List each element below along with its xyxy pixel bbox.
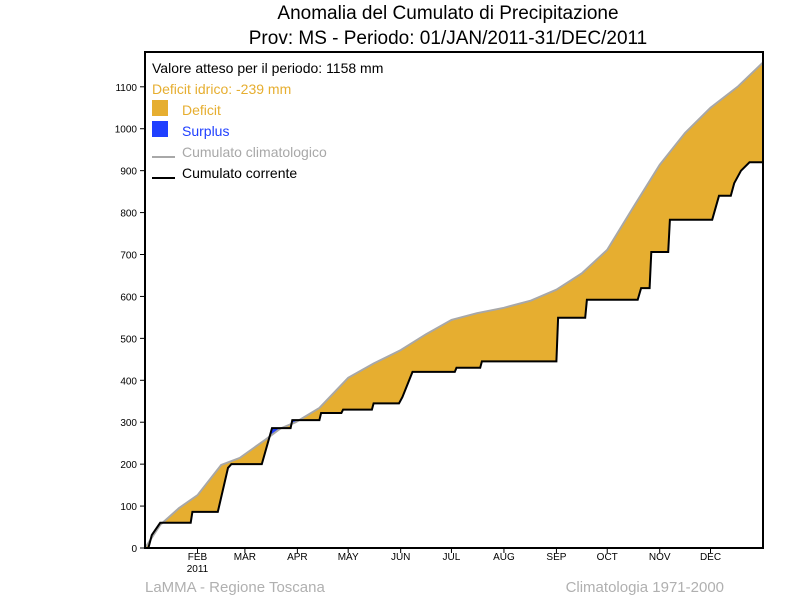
legend-swatch-deficit xyxy=(152,100,168,116)
x-tick-label: APR xyxy=(287,552,308,563)
legend-label-deficit: Deficit xyxy=(182,102,221,118)
x-tick-label: FEB xyxy=(188,552,208,563)
x-tick-label: NOV xyxy=(649,552,671,563)
chart-title: Anomalia del Cumulato di Precipitazione xyxy=(277,3,618,24)
y-tick-label: 300 xyxy=(120,418,137,429)
y-tick-label: 800 xyxy=(120,209,137,220)
x-tick-label: SEP xyxy=(546,552,566,563)
y-tick-label: 1000 xyxy=(115,125,138,136)
chart-subtitle: Prov: MS - Periodo: 01/JAN/2011-31/DEC/2… xyxy=(249,28,648,49)
deficit-annotation: Deficit idrico: -239 mm xyxy=(152,81,291,97)
x-tick-label: MAR xyxy=(234,552,256,563)
footer-climatology: Climatologia 1971-2000 xyxy=(566,579,724,596)
x-tick-label: JUL xyxy=(443,552,461,563)
x-tick-label: DEC xyxy=(700,552,721,563)
axes: 0 100 200 300 400 500 600 700 800 900 1000 1100 FEB M… xyxy=(115,83,721,575)
x-tick-label: AUG xyxy=(493,552,515,563)
area-layer xyxy=(145,62,763,549)
y-tick-label: 900 xyxy=(120,167,137,178)
x-tick-label: JUN xyxy=(391,552,410,563)
plot-frame xyxy=(144,51,764,549)
y-tick-label: 200 xyxy=(120,460,137,471)
y-tick-label: 400 xyxy=(120,376,137,387)
year-label: 2011 xyxy=(187,564,209,575)
x-tick-label: OCT xyxy=(597,552,618,563)
y-tick-label: 600 xyxy=(120,292,137,303)
series-line-climatological xyxy=(144,61,764,549)
line-layer xyxy=(144,61,764,549)
expected-value-annotation: Valore atteso per il periodo: 1158 mm xyxy=(152,60,383,76)
legend-label-climatological: Cumulato climatologico xyxy=(182,144,327,160)
y-tick-label: 500 xyxy=(120,334,137,345)
legend-label-current: Cumulato corrente xyxy=(182,165,297,181)
x-tick-label: MAY xyxy=(338,552,359,563)
baseline-mask xyxy=(145,162,763,549)
footer-credit: LaMMA - Regione Toscana xyxy=(145,579,325,596)
y-tick-label: 100 xyxy=(120,502,137,513)
legend-swatch-surplus xyxy=(152,121,168,137)
y-tick-label: 700 xyxy=(120,251,137,262)
legend-label-surplus: Surplus xyxy=(182,123,229,139)
y-tick-label: 0 xyxy=(131,544,137,555)
y-tick-label: 1100 xyxy=(115,83,137,94)
legend: Deficit Surplus Cumulato climatologico C… xyxy=(152,100,327,181)
series-line-current xyxy=(145,161,763,549)
